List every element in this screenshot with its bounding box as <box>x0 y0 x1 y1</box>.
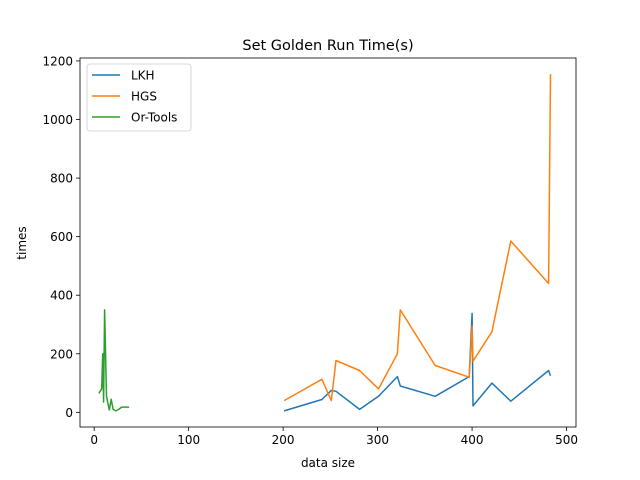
x-tick-label: 400 <box>461 433 484 447</box>
legend: LKH HGS Or-Tools <box>86 63 192 132</box>
y-tick-label: 200 <box>50 347 73 361</box>
x-tick-label: 0 <box>90 433 98 447</box>
legend-box <box>86 63 192 132</box>
x-tick-label: 300 <box>366 433 389 447</box>
legend-label-2: Or-Tools <box>131 111 177 125</box>
y-tick-label: 400 <box>50 289 73 303</box>
y-tick-label: 1200 <box>42 54 73 68</box>
axes-frame <box>79 57 577 428</box>
x-axis-ticks: 0 100 200 300 400 500 <box>90 427 578 447</box>
series-line-1 <box>283 74 552 402</box>
x-tick-label: 500 <box>555 433 578 447</box>
chart-title: Set Golden Run Time(s) <box>242 38 413 54</box>
plot-area: 0 100 200 300 400 500 0 200 400 600 800 1000 1200 <box>42 54 578 447</box>
x-axis-label: data size <box>301 456 355 470</box>
series-line-0 <box>283 312 552 412</box>
legend-label-0: LKH <box>131 69 155 83</box>
legend-label-1: HGS <box>131 90 157 104</box>
y-axis-label: times <box>15 226 29 259</box>
y-tick-label: 1000 <box>42 113 73 127</box>
series-line-2 <box>98 309 130 412</box>
y-tick-label: 600 <box>50 230 73 244</box>
x-tick-label: 200 <box>272 433 295 447</box>
x-tick-label: 100 <box>177 433 200 447</box>
y-tick-label: 0 <box>65 406 73 420</box>
y-tick-label: 800 <box>50 172 73 186</box>
y-axis-ticks: 0 200 400 600 800 1000 1200 <box>42 54 80 420</box>
series-layer <box>98 74 552 412</box>
legend-items: LKH HGS Or-Tools <box>92 69 177 125</box>
